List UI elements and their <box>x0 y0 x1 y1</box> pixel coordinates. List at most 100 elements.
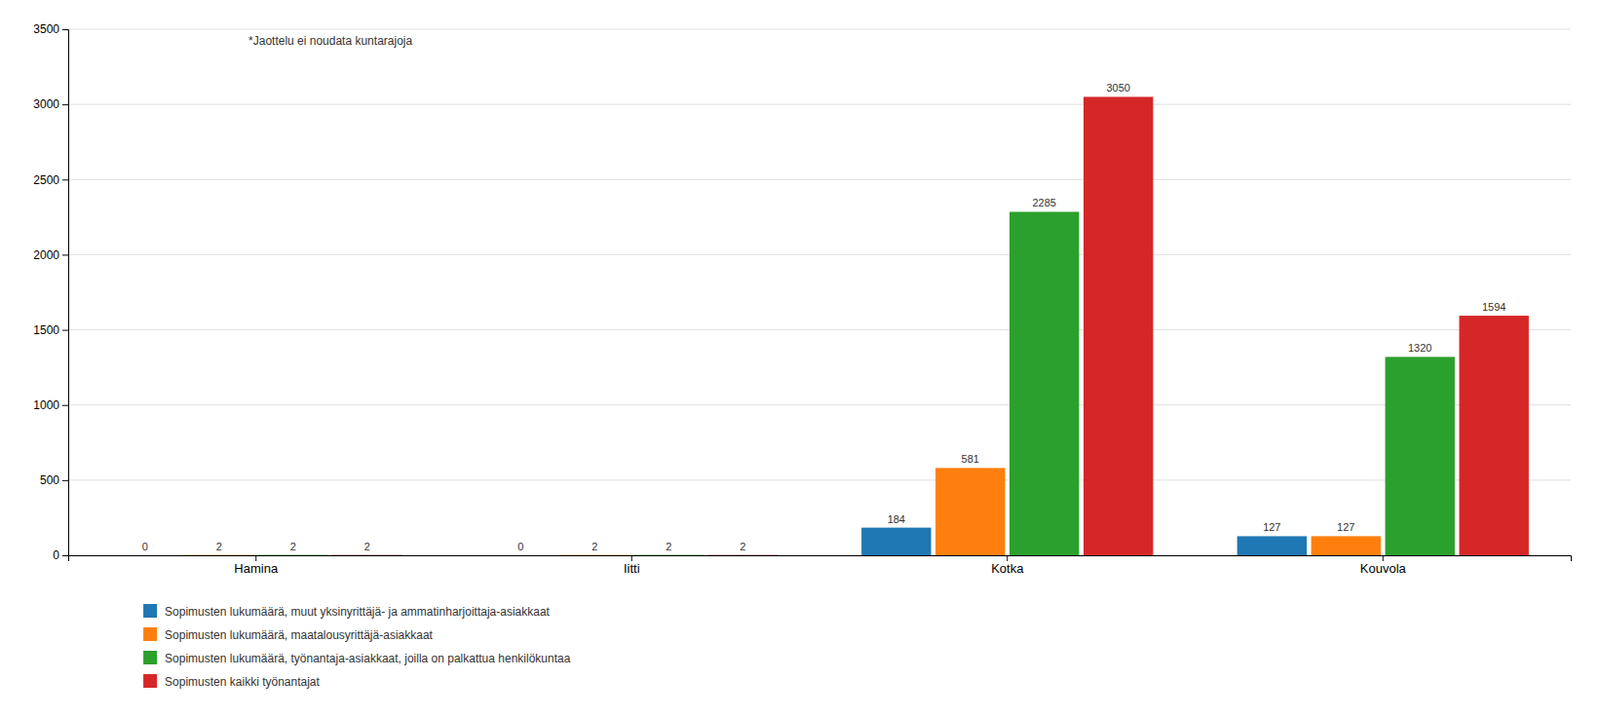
data-label: 0 <box>517 540 524 553</box>
bar <box>332 554 402 556</box>
tick-label: 2000 <box>33 248 60 263</box>
grid-line <box>68 329 1571 331</box>
tick-label: 1000 <box>33 398 60 413</box>
data-label: 127 <box>1336 521 1355 534</box>
legend-swatch <box>143 650 157 665</box>
legend-item: Sopimusten lukumäärä, muut yksinyrittäjä… <box>143 604 550 619</box>
y-tick: 0 <box>52 548 69 563</box>
data-label: 2285 <box>1031 196 1056 209</box>
bar <box>1311 535 1381 556</box>
series <box>258 211 1455 556</box>
bar <box>184 554 254 556</box>
grid-line <box>68 29 1571 31</box>
data-label: 2 <box>665 540 672 553</box>
y-tick: 1000 <box>33 398 69 413</box>
chart: 0 500 1000 1500 2000 2500 3000 3500 Hamina Iitti K… <box>0 0 1600 717</box>
tick-mark <box>62 555 69 557</box>
bars <box>184 96 1529 556</box>
tick-label: 3000 <box>33 97 60 112</box>
y-axis: 0 500 1000 1500 2000 2500 3000 3500 <box>33 22 69 563</box>
data-label: 127 <box>1262 521 1281 534</box>
bar <box>1458 315 1528 556</box>
bar <box>935 467 1005 556</box>
tick-label: Kotka <box>990 561 1025 576</box>
legend: Sopimusten lukumäärä, muut yksinyrittäjä… <box>143 604 572 689</box>
tick-label: 3500 <box>33 22 60 37</box>
series <box>332 96 1529 556</box>
bar <box>1237 535 1307 556</box>
data-label: 2 <box>364 540 371 553</box>
annotation: *Jaottelu ei noudata kuntarajoja <box>248 34 413 48</box>
data-label: 2 <box>290 540 297 553</box>
plot: 0 500 1000 1500 2000 2500 3000 3500 Hamina Iitti K… <box>33 22 1571 576</box>
x-tick: Hamina <box>233 555 279 576</box>
y-tick: 1500 <box>33 323 69 338</box>
bar <box>1083 96 1153 556</box>
x-tick: Kotka <box>990 555 1025 576</box>
data-label: 3050 <box>1105 81 1130 94</box>
tick-mark <box>62 29 69 31</box>
data-label: 2 <box>591 540 598 553</box>
data-label: 0 <box>142 540 149 553</box>
axis-line <box>69 556 1572 563</box>
legend-swatch <box>143 674 157 688</box>
tick-label: Hamina <box>233 561 279 576</box>
tick-label: Iitti <box>623 561 641 576</box>
tick-label: 2500 <box>33 173 60 188</box>
tick-label: 500 <box>39 473 60 488</box>
tick-mark <box>1006 555 1008 562</box>
tick-mark <box>1382 555 1384 562</box>
tick-mark <box>62 330 69 332</box>
y-tick: 2000 <box>33 248 69 263</box>
tick-mark <box>62 104 69 106</box>
data-label: 581 <box>961 453 980 465</box>
bar <box>634 554 704 556</box>
y-tick: 500 <box>39 473 69 488</box>
data-labels: 0 0 184 127 2 2 581 127 2 2 2285 1320 2 2 3050 1594 <box>142 81 1507 553</box>
legend-item: Sopimusten kaikki työnantajat <box>143 674 320 689</box>
legend-label: Sopimusten lukumäärä, muut yksinyrittäjä… <box>164 605 550 619</box>
grid-line <box>68 104 1571 106</box>
data-label: 184 <box>887 513 906 526</box>
data-label: 2 <box>216 540 223 553</box>
axis-line <box>62 30 70 557</box>
grid-line <box>68 179 1571 181</box>
bar <box>258 554 328 556</box>
legend-swatch <box>143 604 157 618</box>
legend-label: Sopimusten lukumäärä, maatalousyrittäjä-… <box>164 628 433 643</box>
bar <box>1009 211 1079 556</box>
x-axis: Hamina Iitti Kotka Kouvola <box>69 555 1572 576</box>
legend-item: Sopimusten lukumäärä, työnantaja-asiakka… <box>143 650 572 666</box>
legend-label: Sopimusten lukumäärä, työnantaja-asiakka… <box>164 651 572 666</box>
grid-line <box>68 479 1571 481</box>
grid-line <box>68 404 1571 406</box>
tick-mark <box>62 254 69 256</box>
x-tick: Kouvola <box>1360 555 1408 576</box>
tick-mark <box>62 405 69 407</box>
grid <box>68 29 1571 556</box>
tick-mark <box>62 179 69 181</box>
tick-label: 1500 <box>33 323 60 338</box>
data-label: 1594 <box>1482 301 1506 313</box>
x-tick: Iitti <box>623 555 641 576</box>
legend-swatch <box>143 627 157 642</box>
data-label: 1320 <box>1408 342 1432 354</box>
y-tick: 3000 <box>33 97 69 112</box>
bar <box>707 554 777 556</box>
tick-mark <box>631 555 633 562</box>
tick-mark <box>62 480 69 482</box>
bar <box>861 528 931 556</box>
grid-line <box>68 254 1571 256</box>
legend-item: Sopimusten lukumäärä, maatalousyrittäjä-… <box>143 627 433 643</box>
data-label: 2 <box>739 540 746 553</box>
legend-label: Sopimusten kaikki työnantajat <box>164 675 320 689</box>
tick-label: 0 <box>52 548 60 563</box>
tick-label: Kouvola <box>1360 561 1408 576</box>
series <box>184 467 1381 556</box>
bar <box>486 555 556 557</box>
y-tick: 3500 <box>33 22 69 37</box>
bar <box>110 555 180 557</box>
y-tick: 2500 <box>33 173 69 188</box>
bar <box>560 554 630 556</box>
tick-mark <box>255 555 257 562</box>
